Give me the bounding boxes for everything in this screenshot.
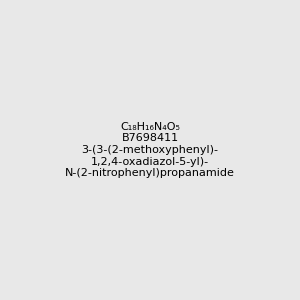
Text: C₁₈H₁₆N₄O₅
B7698411
3-(3-(2-methoxyphenyl)-
1,2,4-oxadiazol-5-yl)-
N-(2-nitrophe: C₁₈H₁₆N₄O₅ B7698411 3-(3-(2-methoxypheny… bbox=[65, 122, 235, 178]
